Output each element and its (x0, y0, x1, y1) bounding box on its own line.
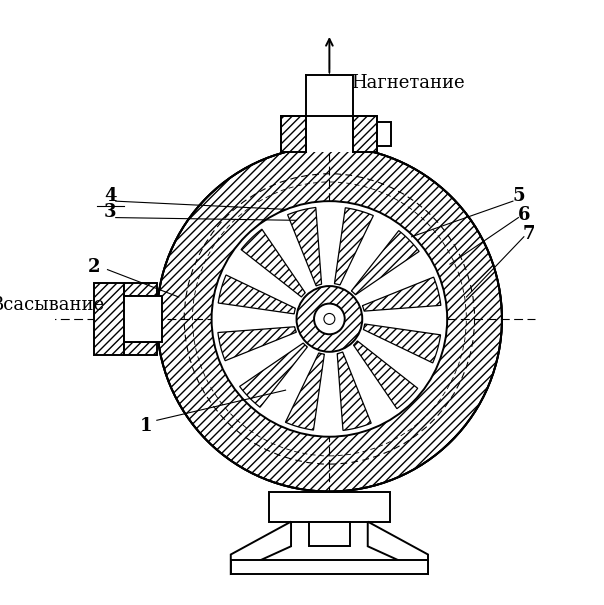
Polygon shape (218, 275, 295, 314)
Text: 4: 4 (104, 187, 117, 204)
Text: Нагнетание: Нагнетание (352, 74, 465, 93)
Bar (309, 522, 350, 546)
Text: 7: 7 (523, 225, 536, 243)
Bar (353, 116, 378, 152)
Bar (353, 116, 378, 152)
Polygon shape (288, 208, 321, 286)
Bar (281, 116, 306, 152)
Circle shape (211, 201, 447, 437)
Bar (124, 342, 157, 355)
Text: 2: 2 (88, 258, 100, 276)
Polygon shape (218, 327, 297, 361)
Bar (124, 296, 162, 342)
Polygon shape (240, 343, 307, 407)
Circle shape (297, 286, 362, 352)
Polygon shape (337, 352, 371, 430)
Bar (269, 491, 390, 522)
Text: 3: 3 (104, 203, 117, 221)
Polygon shape (231, 522, 291, 574)
Circle shape (314, 304, 345, 335)
Bar (124, 283, 157, 296)
Text: 1: 1 (140, 417, 152, 435)
Polygon shape (286, 353, 324, 430)
Bar (306, 75, 353, 152)
Circle shape (324, 313, 335, 324)
Polygon shape (362, 277, 441, 311)
Polygon shape (353, 341, 418, 409)
Text: Всасывание: Всасывание (0, 296, 104, 314)
Bar (378, 122, 391, 146)
Text: 6: 6 (518, 206, 530, 224)
Bar (281, 116, 306, 152)
Bar (94, 283, 124, 355)
Polygon shape (364, 324, 440, 363)
Polygon shape (335, 208, 373, 285)
Polygon shape (241, 229, 305, 297)
Polygon shape (352, 231, 419, 295)
Polygon shape (368, 522, 428, 574)
Text: 5: 5 (512, 187, 525, 204)
Bar (231, 560, 428, 574)
Circle shape (157, 146, 502, 491)
